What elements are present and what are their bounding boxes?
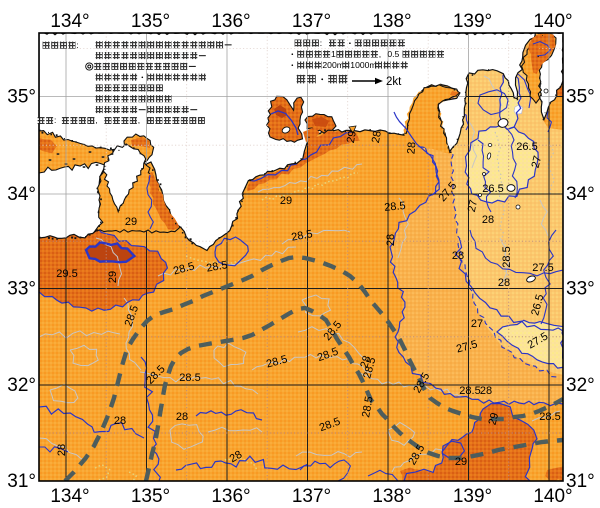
svg-text:31°: 31° [7, 471, 36, 492]
svg-text:140°: 140° [533, 11, 572, 32]
svg-text:27: 27 [466, 199, 480, 213]
svg-text:1000m: 1000m [350, 60, 376, 70]
svg-text:26.5: 26.5 [529, 293, 546, 317]
svg-text:32°: 32° [566, 375, 595, 396]
svg-text:0.5: 0.5 [387, 49, 399, 59]
svg-text:28.5: 28.5 [360, 395, 376, 418]
svg-text:28.5: 28.5 [205, 259, 228, 275]
svg-text:136°: 136° [211, 11, 250, 32]
svg-text:29: 29 [487, 412, 502, 427]
svg-text:28: 28 [482, 214, 494, 226]
svg-text:35°: 35° [7, 87, 36, 108]
svg-text:28: 28 [176, 411, 188, 423]
svg-text:136°: 136° [211, 486, 250, 507]
svg-text:138°: 138° [372, 11, 411, 32]
svg-text:135°: 135° [131, 11, 170, 32]
svg-text:,: , [138, 115, 140, 125]
svg-text:28: 28 [452, 250, 464, 262]
svg-text:1: 1 [331, 49, 336, 59]
svg-text:28: 28 [480, 385, 492, 397]
svg-text:139°: 139° [453, 486, 492, 507]
svg-text:29: 29 [345, 130, 359, 144]
svg-text:28.5: 28.5 [172, 260, 196, 277]
svg-text:33°: 33° [566, 279, 595, 300]
svg-text:200m: 200m [322, 60, 344, 70]
svg-text:29: 29 [125, 216, 137, 228]
svg-text:29: 29 [107, 271, 119, 283]
svg-text:,: , [95, 115, 97, 125]
svg-text:28: 28 [228, 449, 245, 466]
svg-text:27: 27 [530, 155, 545, 170]
svg-text:28: 28 [370, 130, 384, 144]
svg-text:139°: 139° [453, 11, 492, 32]
svg-text:28.5: 28.5 [361, 356, 378, 380]
svg-text:28: 28 [114, 415, 126, 427]
svg-text:28.5: 28.5 [539, 411, 560, 423]
svg-text::: : [320, 38, 322, 48]
svg-text:134°: 134° [50, 11, 89, 32]
svg-text:,: , [379, 49, 381, 59]
svg-text:28: 28 [56, 444, 68, 456]
svg-text:27: 27 [471, 318, 483, 330]
svg-text:28.5: 28.5 [265, 353, 289, 370]
svg-text:28: 28 [405, 141, 418, 154]
svg-text:29: 29 [455, 456, 467, 468]
svg-text:138°: 138° [372, 486, 411, 507]
svg-text:135°: 135° [131, 486, 170, 507]
svg-text:28: 28 [358, 354, 373, 369]
svg-text:29: 29 [280, 195, 292, 207]
svg-text:31°: 31° [566, 471, 595, 492]
svg-text:32°: 32° [7, 375, 36, 396]
svg-text::: : [54, 115, 56, 125]
svg-text:28.5: 28.5 [384, 200, 406, 214]
svg-text:27.5: 27.5 [455, 338, 479, 355]
svg-text:134°: 134° [50, 486, 89, 507]
svg-text:34°: 34° [7, 184, 36, 205]
svg-text:33°: 33° [7, 279, 36, 300]
svg-text:140°: 140° [533, 486, 572, 507]
svg-text:34°: 34° [566, 184, 595, 205]
svg-text:29.5: 29.5 [56, 268, 77, 280]
svg-text:137°: 137° [292, 486, 331, 507]
svg-text:28.5: 28.5 [179, 372, 200, 384]
svg-text:35°: 35° [566, 87, 595, 108]
svg-text:28: 28 [498, 277, 510, 289]
svg-text:26.5: 26.5 [516, 141, 537, 153]
svg-text:28: 28 [385, 234, 397, 246]
svg-text:28.5: 28.5 [459, 385, 480, 397]
svg-text:2kt: 2kt [386, 76, 402, 88]
svg-text:28.5: 28.5 [290, 228, 313, 244]
svg-text:26.5: 26.5 [482, 183, 503, 195]
svg-text:27.5: 27.5 [532, 262, 553, 274]
svg-text::: : [76, 40, 78, 50]
svg-text:137°: 137° [292, 11, 331, 32]
svg-text:28.5: 28.5 [501, 246, 513, 267]
